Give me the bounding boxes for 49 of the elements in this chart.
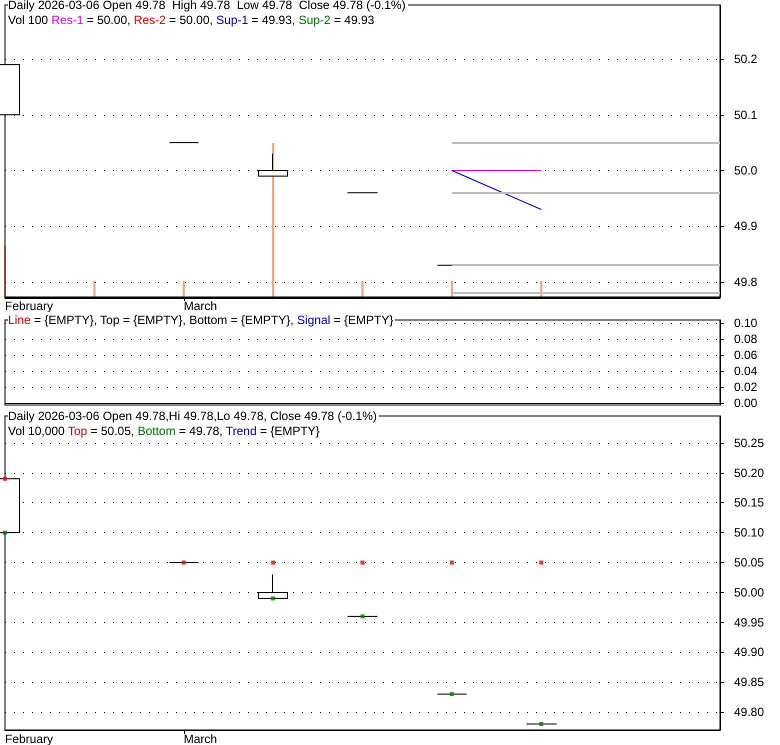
x-tick-label: March (184, 732, 218, 745)
chart-title: Daily 2026-03-06 Open 49.78 High 49.78 Low 49.78 Close 49.78 (-0.1%) (8, 0, 406, 12)
y-tick-label: 49.9 (734, 219, 758, 234)
y-tick-label: 50.05 (734, 556, 764, 570)
legend-label: Bottom (189, 313, 228, 327)
y-tick-label: 50.20 (734, 466, 764, 480)
annotation: = {EMPTY}, (122, 313, 187, 327)
text: Res-1 (51, 13, 84, 27)
text: Sup-1 (216, 13, 248, 27)
y-tick-label: 0.00 (734, 396, 758, 410)
text: Top (68, 424, 88, 438)
text: Vol 100 (8, 13, 50, 27)
y-tick-label: 0.04 (734, 364, 758, 378)
text: Bottom (138, 424, 176, 438)
annotation: = {EMPTY} (332, 313, 394, 327)
x-tick-label: March (184, 299, 218, 313)
annotation: = {EMPTY} (258, 424, 320, 438)
y-tick-label: 0.06 (734, 348, 758, 362)
annotation: = 50.05, (90, 424, 136, 438)
legend-label: Sup-2 (298, 13, 331, 27)
y-tick-label: 50.25 (734, 436, 764, 450)
legend-label: Line (8, 313, 31, 327)
y-tick-label: 0.10 (734, 316, 758, 330)
legend-label: Top (100, 313, 120, 327)
annotation: = 50.00, (168, 13, 214, 27)
legend-label: Trend (226, 424, 257, 438)
y-tick-label: 50.0 (734, 164, 758, 178)
annotation: = 50.00, (86, 13, 132, 27)
y-tick-label: 50.1 (734, 108, 758, 122)
annotation: = {EMPTY}, (230, 313, 295, 327)
annotation: = 49.93, (250, 13, 296, 27)
y-tick-label: 50.10 (734, 526, 764, 540)
annotation: = 49.78, (178, 424, 224, 438)
y-tick-label: 0.02 (734, 380, 758, 394)
legend-label: Signal (296, 313, 330, 327)
text: Vol 10,000 (8, 424, 66, 438)
y-tick-label: 49.95 (734, 615, 764, 630)
annotation: = 49.93 (332, 13, 374, 27)
legend-label: Res-2 (134, 13, 166, 27)
y-tick-label: 49.90 (734, 645, 764, 660)
y-tick-label: 49.80 (734, 705, 764, 720)
y-tick-label: 50.00 (734, 585, 764, 600)
annotation: = {EMPTY}, (33, 313, 98, 327)
y-tick-label: 49.8 (734, 274, 758, 289)
y-tick-label: 50.15 (734, 496, 764, 510)
y-tick-label: 49.85 (734, 675, 764, 690)
y-tick-label: 50.2 (734, 52, 758, 66)
y-tick-label: 0.08 (734, 332, 758, 346)
chart-title: Daily 2026-03-06 Open 49.78,Hi 49.78,Lo 49.78, Close 49.78 (-0.1%) (8, 409, 377, 423)
